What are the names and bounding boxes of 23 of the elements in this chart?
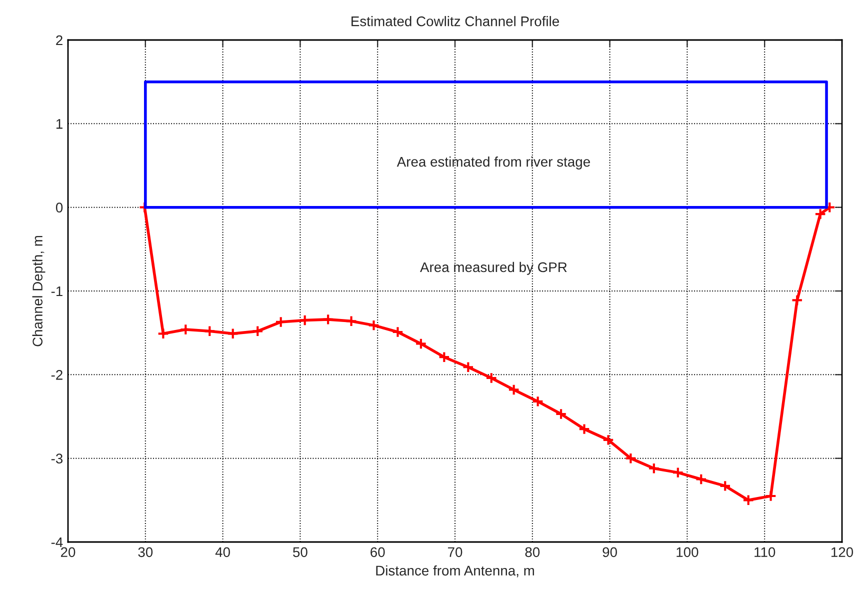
y-tick-label: 0 bbox=[56, 202, 63, 213]
y-tick-label: -2 bbox=[51, 370, 62, 380]
x-tick-label: 110 bbox=[754, 547, 776, 558]
y-tick-label: 2 bbox=[56, 35, 62, 46]
chart-title: Estimated Cowlitz Channel Profile bbox=[352, 16, 559, 26]
y-tick-label: -3 bbox=[51, 454, 63, 464]
x-axis-title: Distance from Antenna, m bbox=[376, 565, 534, 578]
x-tick-label: 20 bbox=[60, 547, 76, 558]
x-tick-label: 120 bbox=[831, 547, 854, 558]
y-tick-label: -1 bbox=[51, 286, 62, 296]
x-tick-label: 50 bbox=[293, 547, 308, 558]
x-tick-label: 40 bbox=[215, 547, 230, 558]
annotation: Area measured by GPR bbox=[420, 262, 567, 275]
x-tick-label: 90 bbox=[602, 547, 617, 558]
x-tick-label: 100 bbox=[676, 547, 698, 558]
x-tick-label: 30 bbox=[138, 547, 153, 558]
x-tick-label: 60 bbox=[370, 547, 385, 558]
x-tick-label: 80 bbox=[525, 547, 540, 558]
y-tick-label: 1 bbox=[56, 119, 62, 129]
y-axis-title: Channel Depth, m bbox=[32, 236, 46, 346]
x-tick-label: 70 bbox=[448, 547, 462, 558]
y-tick-label: -4 bbox=[51, 537, 63, 548]
annotation: Area estimated from river stage bbox=[396, 156, 590, 170]
